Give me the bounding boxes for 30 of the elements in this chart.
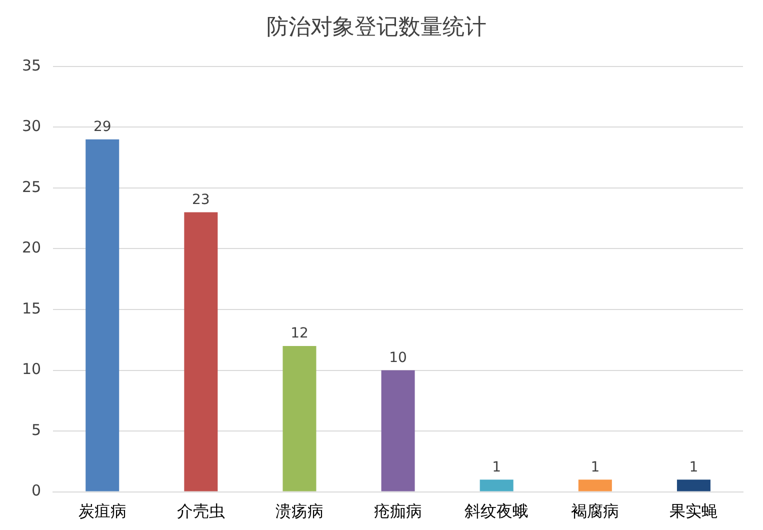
x-tick-label: 疮痂病 (374, 502, 422, 521)
x-tick-label: 炭疽病 (78, 502, 126, 521)
y-tick-label: 25 (22, 178, 42, 196)
data-label: 1 (689, 459, 698, 476)
bar (282, 346, 316, 492)
y-tick-label: 20 (22, 238, 42, 257)
x-tick-label: 介壳虫 (176, 502, 225, 521)
bar (184, 212, 218, 492)
data-label: 29 (93, 118, 112, 135)
bar (676, 480, 710, 492)
bar (480, 480, 514, 492)
y-tick-label: 0 (32, 482, 42, 500)
data-label: 12 (290, 326, 308, 342)
y-tick-label: 30 (22, 117, 42, 136)
bar (578, 480, 612, 492)
y-tick-label: 15 (22, 299, 42, 318)
bar (86, 139, 120, 492)
data-label: 10 (389, 350, 407, 366)
y-tick-label: 5 (32, 420, 42, 439)
data-label: 23 (192, 192, 210, 208)
y-tick-label: 35 (22, 56, 42, 74)
data-label: 1 (590, 459, 600, 476)
data-label: 1 (492, 459, 502, 476)
bar (381, 370, 415, 492)
x-tick-label: 斜纹夜蛾 (464, 502, 529, 521)
x-tick-label: 溃疡病 (275, 502, 324, 521)
x-tick-label: 果实蝇 (670, 502, 718, 521)
chart-title: 防治对象登记数量统计 (266, 14, 486, 40)
x-tick-label: 褐腐病 (571, 502, 620, 521)
y-tick-label: 10 (22, 360, 42, 378)
